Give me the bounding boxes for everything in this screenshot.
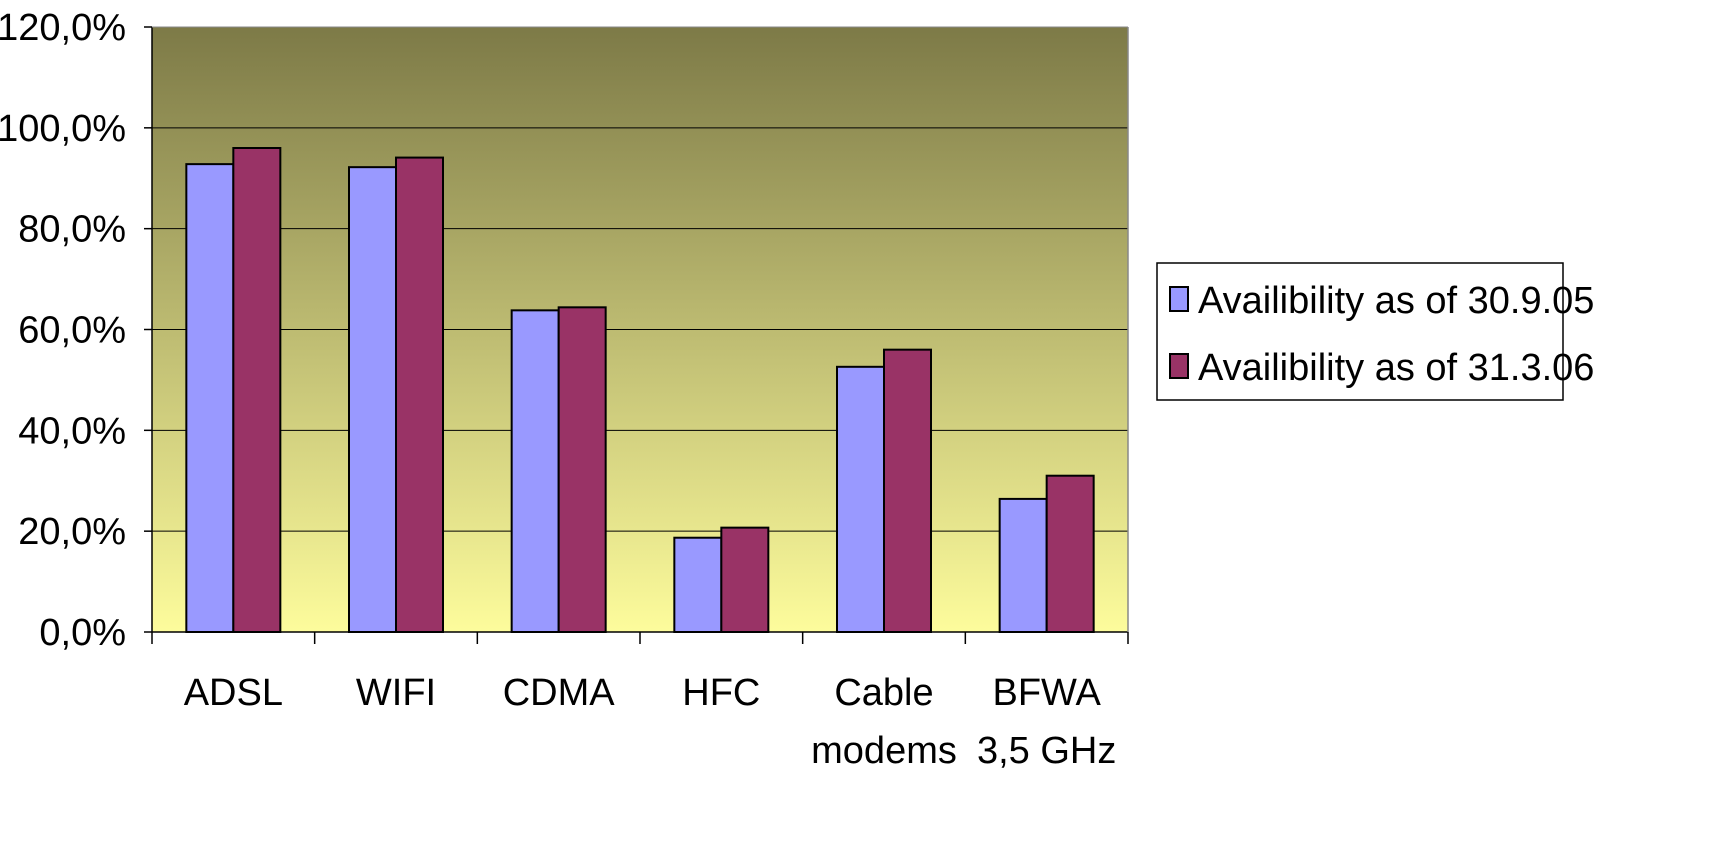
bar-1-adsl: [185, 163, 235, 633]
bar-1-bfwa-3-5-ghz: [998, 497, 1048, 633]
y-tick-label: 120,0%: [0, 7, 126, 49]
y-tick-label: 20,0%: [18, 511, 126, 553]
bar-2-cable-modems: [883, 348, 932, 633]
bar-1-cable-modems: [836, 365, 885, 633]
x-tick-label: HFC: [682, 672, 760, 714]
bar-1-hfc: [673, 536, 723, 633]
legend-box: [1156, 262, 1564, 401]
x-tick-label: BFWA: [992, 672, 1101, 714]
x-tick-label: CDMA: [503, 672, 616, 714]
y-tick-label: 80,0%: [18, 209, 126, 251]
bar-2-wifi: [395, 156, 444, 633]
y-tick-label: 100,0%: [0, 108, 126, 150]
x-tick-label: WIFI: [356, 672, 436, 714]
legend-label: Availibility as of 30.9.05: [1198, 280, 1594, 322]
axes: 0,0% 20,0% 40,0% 60,0% 80,0% 100,0% 120,0% ADSL…: [0, 7, 1129, 772]
bar-2-hfc: [720, 526, 770, 634]
x-tick-label: Cable: [834, 672, 933, 714]
x-tick-label: ADSL: [184, 672, 283, 714]
bar-2-adsl: [232, 147, 282, 633]
legend-swatch: [1169, 286, 1189, 312]
legend: Availibility as of 30.9.05 Availibility a…: [1156, 262, 1594, 401]
legend-label: Availibility as of 31.3.06: [1198, 347, 1594, 389]
bars: [185, 147, 1095, 634]
bar-1-cdma: [510, 309, 560, 633]
bar-2-cdma: [557, 306, 607, 633]
x-tick-label: 3,5 GHz: [977, 730, 1116, 772]
y-tick-label: 0,0%: [39, 612, 126, 654]
y-tick-label: 40,0%: [18, 410, 126, 452]
legend-swatch: [1169, 353, 1189, 379]
bar-1-wifi: [348, 166, 397, 634]
x-tick-label: modems: [811, 730, 957, 772]
y-tick-label: 60,0%: [18, 310, 126, 352]
bar-2-bfwa-3-5-ghz: [1045, 474, 1095, 634]
